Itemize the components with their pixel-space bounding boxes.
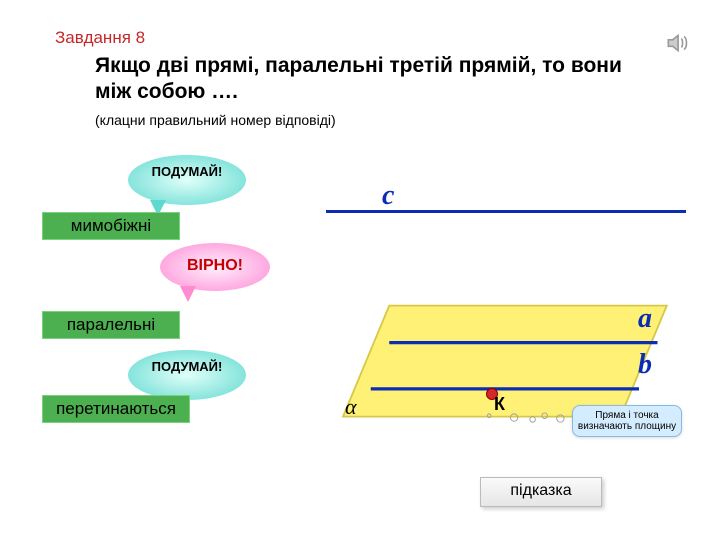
sound-icon[interactable] <box>664 30 690 61</box>
instruction-text: (клацни правильний номер відповіді) <box>95 112 336 128</box>
feedback-think-1: ПОДУМАЙ! <box>128 155 246 205</box>
label-alpha: α <box>345 394 357 420</box>
question-text: Якщо дві прямі, паралельні третій прямій… <box>95 53 635 106</box>
feedback-correct: ВІРНО! <box>160 243 270 291</box>
answer-option-1[interactable]: мимобіжні <box>42 212 180 240</box>
task-number: Завдання 8 <box>55 28 145 48</box>
tooltip-cloud: Пряма і точка визначають площину <box>572 405 682 437</box>
label-c: c <box>382 180 394 212</box>
line-c <box>326 210 686 213</box>
hint-button[interactable]: підказка <box>480 477 602 507</box>
label-a: a <box>638 303 652 335</box>
answer-option-2[interactable]: паралельні <box>42 311 180 339</box>
bubble-tail-2 <box>180 286 196 302</box>
label-b: b <box>638 349 652 381</box>
label-k: К <box>494 394 505 415</box>
feedback-think-2: ПОДУМАЙ! <box>128 350 246 400</box>
answer-option-3[interactable]: перетинаються <box>42 395 190 423</box>
